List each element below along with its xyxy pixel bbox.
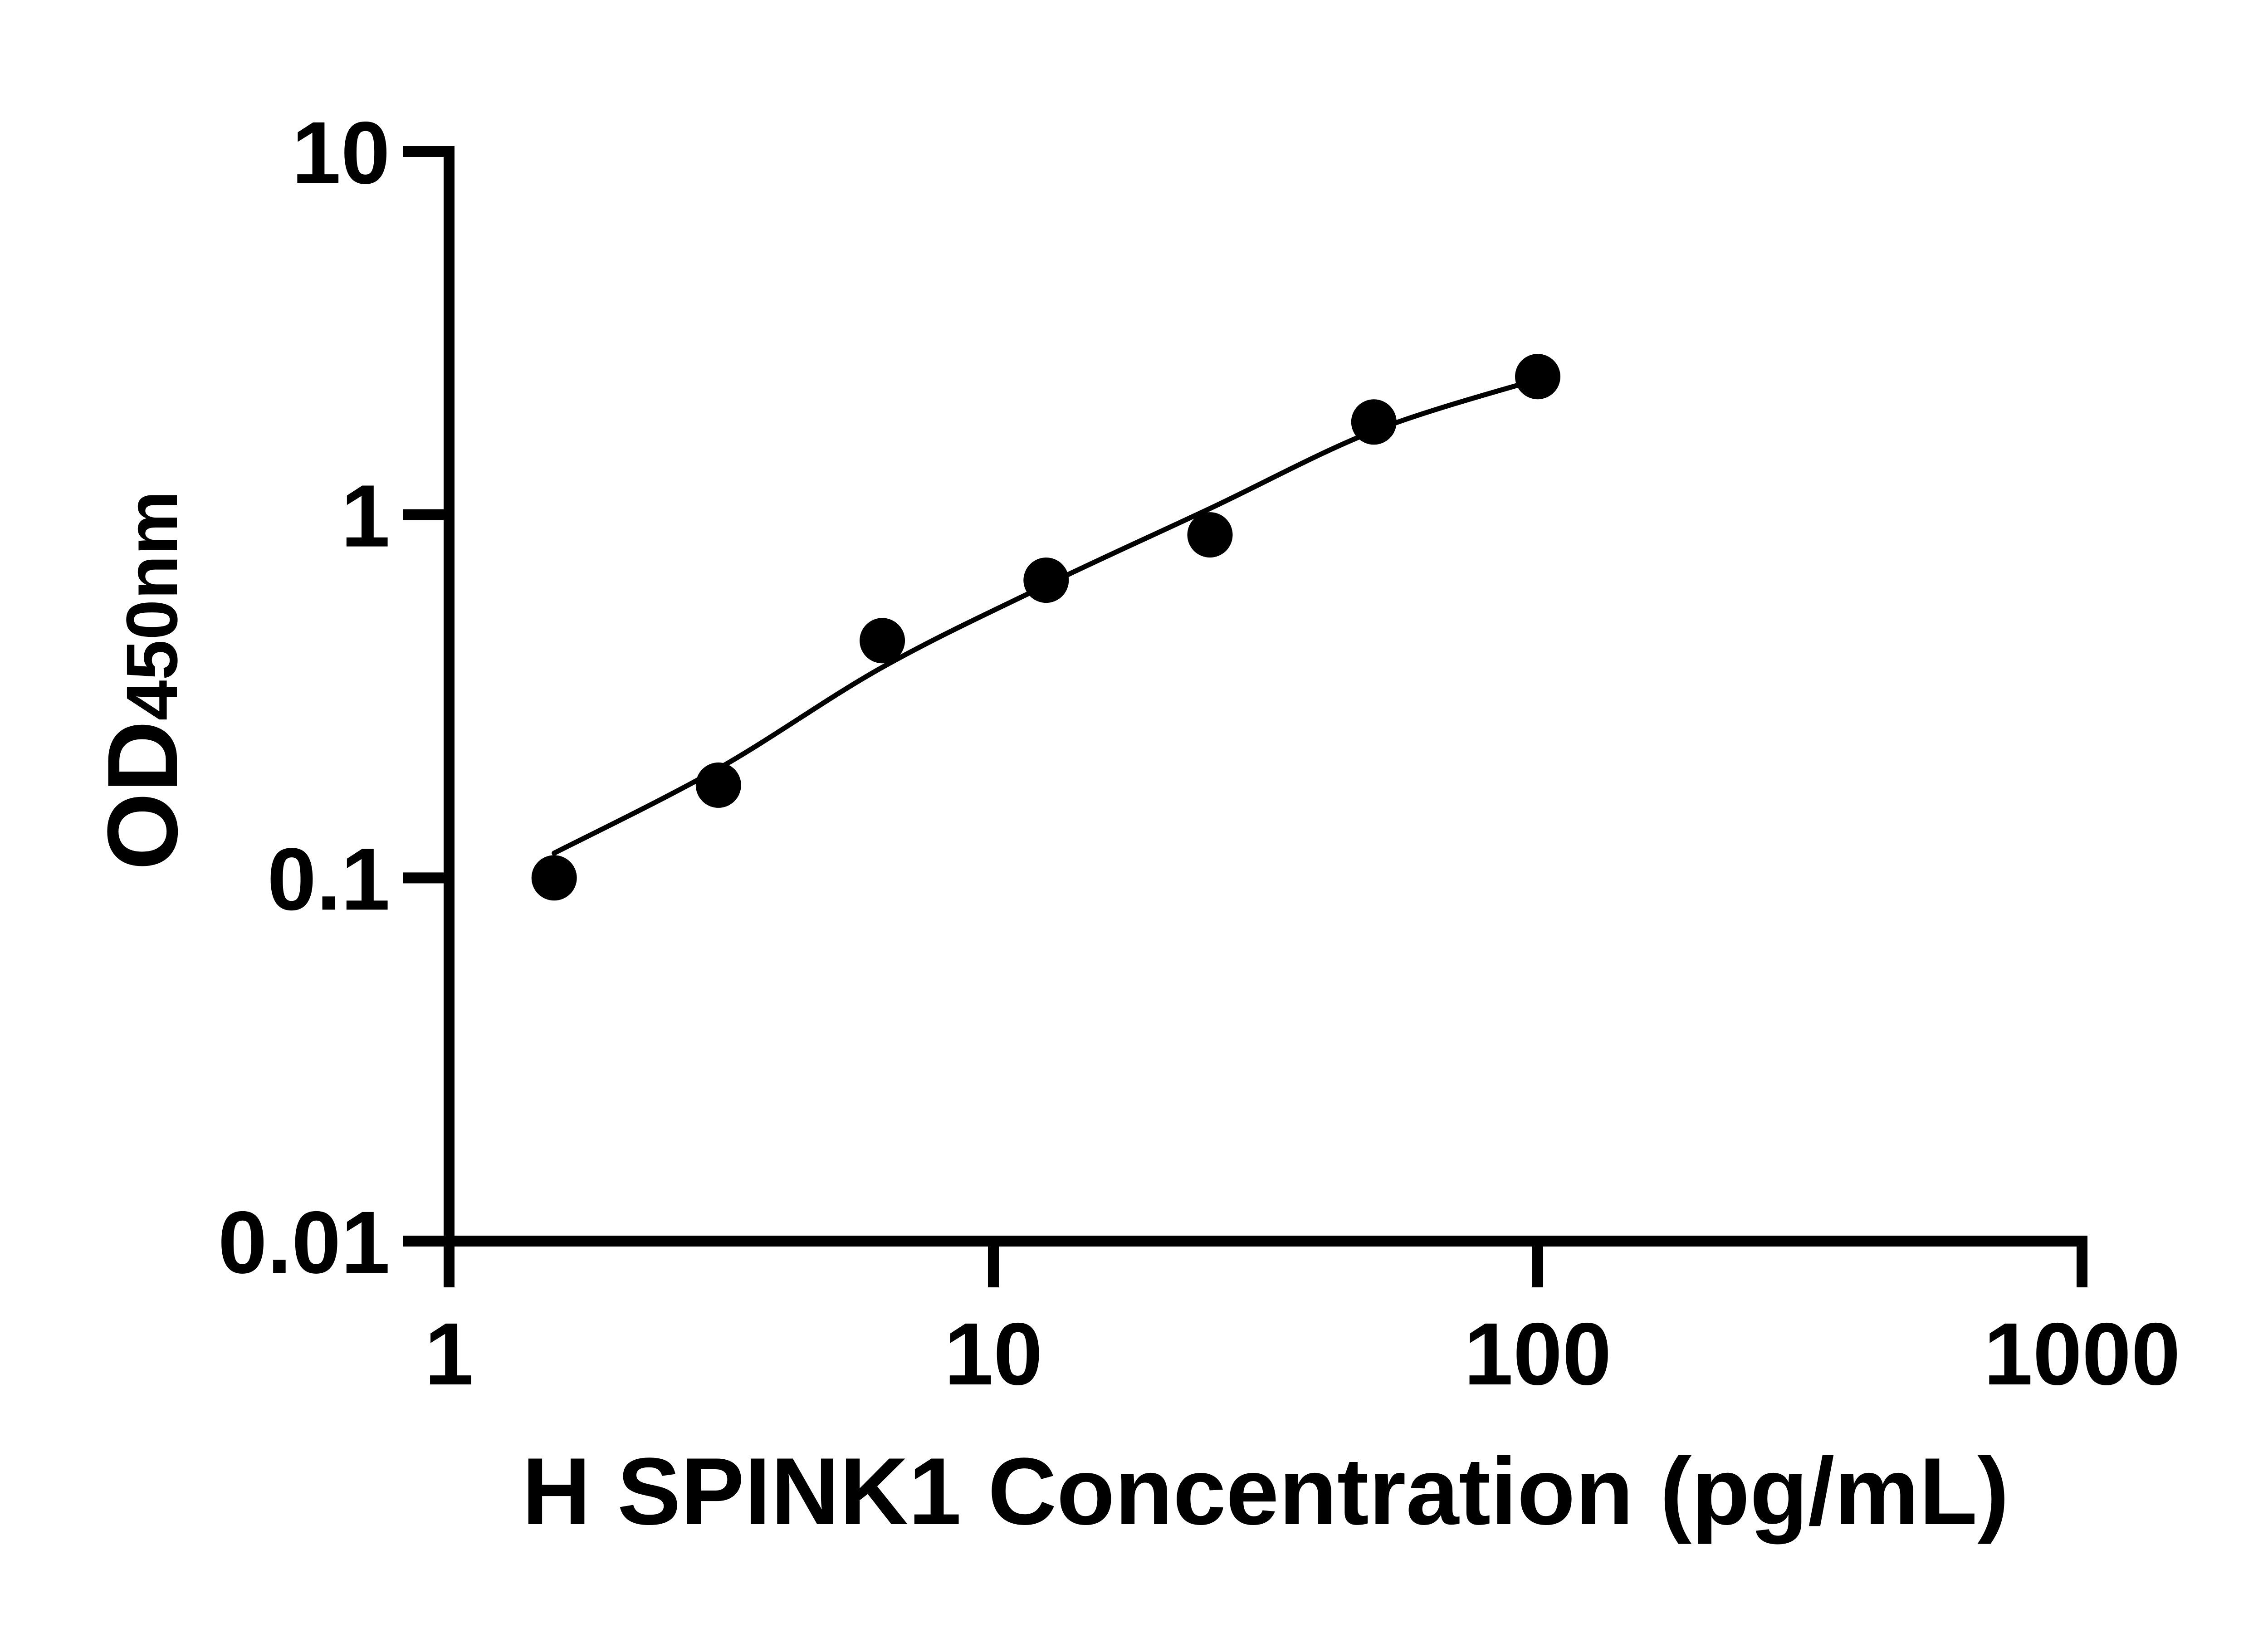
axes: 10 1 0.1 0.01 1 10 100 1000: [218, 103, 2180, 1403]
x-axis-title: H SPINK1 Concentration (pg/mL): [522, 1438, 2009, 1545]
x-tick-label-100: 100: [1464, 1305, 1611, 1403]
data-points: [531, 354, 1560, 901]
data-point-x100: [1515, 354, 1560, 400]
data-point-x12.5: [1023, 557, 1069, 603]
y-axis-title: OD450nm: [87, 491, 198, 870]
y-tick-label-0.1: 0.1: [267, 830, 390, 929]
y-tick-label-10: 10: [292, 103, 390, 202]
y-tick-label-1: 1: [341, 467, 390, 566]
data-point-x3.125: [695, 762, 741, 808]
data-point-x50: [1351, 399, 1397, 445]
y-axis-title-subscript: 450nm: [111, 491, 192, 721]
data-point-x25: [1187, 512, 1233, 558]
y-tick-label-0.01: 0.01: [218, 1193, 390, 1292]
x-tick-label-10: 10: [944, 1305, 1043, 1403]
x-tick-label-1: 1: [425, 1305, 474, 1403]
data-point-x6.25: [860, 618, 905, 664]
data-point-x1.56: [531, 855, 577, 901]
x-tick-label-1000: 1000: [1984, 1305, 2180, 1403]
y-axis-title-main: OD: [87, 720, 198, 870]
